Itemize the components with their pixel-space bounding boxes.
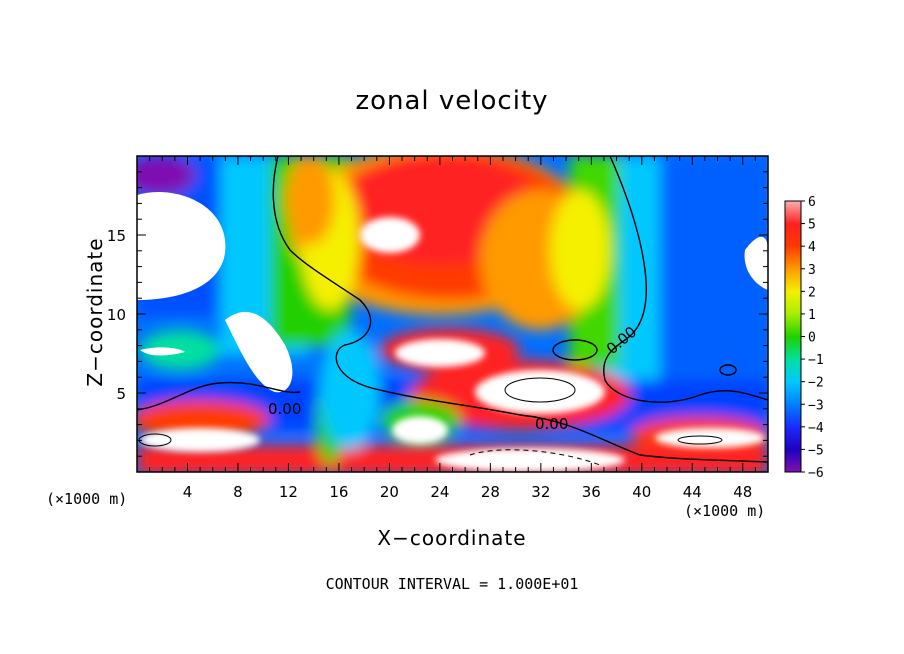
x-tick-label: 20 bbox=[380, 483, 399, 501]
colorbar-segment bbox=[785, 404, 801, 428]
colorbar-segment bbox=[785, 336, 801, 360]
x-tick-label: 44 bbox=[683, 483, 702, 501]
x-tick-label: 40 bbox=[632, 483, 651, 501]
contour-interval-note: CONTOUR INTERVAL = 1.000E+01 bbox=[325, 575, 579, 593]
colorbar-segment bbox=[785, 359, 801, 383]
colorbar-label: 0 bbox=[808, 331, 816, 346]
y-tick-label: 5 bbox=[116, 385, 126, 403]
heatmap-field bbox=[137, 156, 768, 472]
x-tick-label: 24 bbox=[430, 483, 449, 501]
colorbar-label: −6 bbox=[808, 466, 824, 481]
x-tick-label: 32 bbox=[531, 483, 550, 501]
y-axis-ticks: 5 10 15 bbox=[107, 171, 768, 457]
colorbar-label: 6 bbox=[808, 195, 816, 210]
contour-label: 0.00 bbox=[535, 415, 568, 433]
colorbar-segment bbox=[785, 246, 801, 270]
colorbar-label: 2 bbox=[808, 285, 816, 300]
x-tick-label: 16 bbox=[329, 483, 348, 501]
colorbar-label: 5 bbox=[808, 218, 816, 233]
colorbar-segment bbox=[785, 223, 801, 247]
y-tick-label: 15 bbox=[107, 227, 126, 245]
x-tick-label: 28 bbox=[481, 483, 500, 501]
colorbar-label: 3 bbox=[808, 263, 816, 278]
colorbar-segment bbox=[785, 426, 801, 450]
colorbar-label: 1 bbox=[808, 308, 816, 323]
colorbar-segment bbox=[785, 313, 801, 337]
contour-label: 0.00 bbox=[268, 400, 301, 418]
colorbar-segment bbox=[785, 449, 801, 473]
x-unit-label-right: (×1000 m) bbox=[684, 502, 766, 520]
y-tick-label: 10 bbox=[107, 306, 126, 324]
colorbar-label: −1 bbox=[808, 353, 824, 368]
x-axis-ticks: 4 8 12 16 20 24 28 32 36 40 44 48 bbox=[149, 156, 756, 501]
x-axis-label: X−coordinate bbox=[377, 526, 527, 550]
x-tick-label: 8 bbox=[233, 483, 243, 501]
colorbar-label: −3 bbox=[808, 398, 824, 413]
colorbar-label: 4 bbox=[808, 240, 816, 255]
colorbar: 6 5 4 3 2 1 0 −1 −2 −3 −4 −5 −6 bbox=[784, 195, 824, 481]
colorbar-segment bbox=[785, 201, 801, 225]
colorbar-segment bbox=[785, 291, 801, 315]
colorbar-label: −4 bbox=[808, 421, 824, 436]
x-tick-label: 48 bbox=[733, 483, 752, 501]
chart-title: zonal velocity bbox=[355, 86, 549, 116]
colorbar-segment bbox=[785, 381, 801, 405]
x-tick-label: 4 bbox=[183, 483, 193, 501]
x-tick-label: 12 bbox=[279, 483, 298, 501]
x-tick-label: 36 bbox=[582, 483, 601, 501]
x-unit-label-left: (×1000 m) bbox=[46, 490, 128, 508]
colorbar-label: −5 bbox=[808, 443, 824, 458]
colorbar-segment bbox=[785, 268, 801, 292]
colorbar-label: −2 bbox=[808, 376, 824, 391]
